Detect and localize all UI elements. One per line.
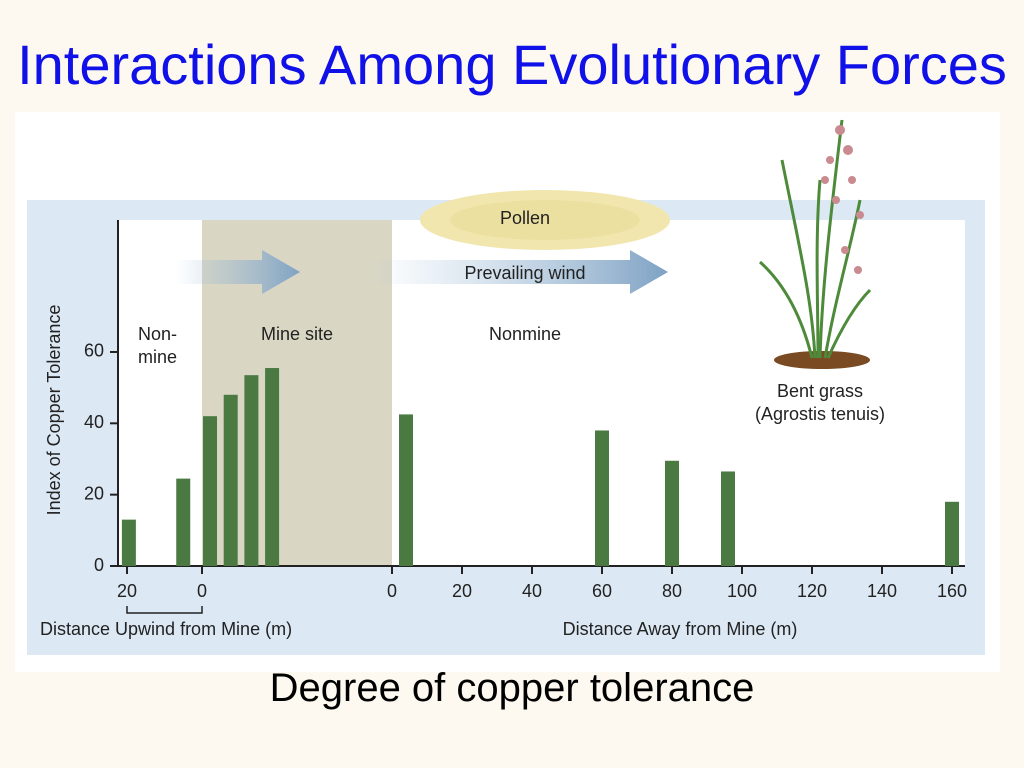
bar [595,430,609,566]
bar [244,375,259,566]
x-tick-label: 0 [387,581,397,601]
plant-label: Bent grass [777,381,863,401]
x-tick-label: 40 [522,581,542,601]
bar [265,368,280,566]
bar [945,501,959,566]
x-tick-label: 60 [592,581,612,601]
y-axis-label: Index of Copper Tolerance [44,305,64,516]
grass [758,119,872,359]
region-label: Mine site [261,324,333,344]
region-label: Non- [138,324,177,344]
x-tick-label: 120 [797,581,827,601]
x-tick-label: 160 [937,581,967,601]
wind-label: Prevailing wind [464,263,585,283]
pollen-core [450,200,640,240]
species-label: (Agrostis tenuis) [755,404,885,424]
x-axis-label: Distance Upwind from Mine (m) [40,619,292,639]
bar [721,471,735,566]
x-tick-label: 80 [662,581,682,601]
slide-title: Interactions Among Evolutionary Forces [17,33,1007,96]
bar [399,414,413,566]
y-tick-label: 20 [84,483,104,503]
y-tick-label: 0 [94,555,104,575]
bar [176,478,191,566]
pollen-label: Pollen [500,208,550,228]
x-tick-label: 140 [867,581,897,601]
region-label: mine [138,347,177,367]
grass-flowers [821,125,864,274]
y-tick-label: 40 [84,412,104,432]
bar [203,416,217,566]
x-tick-label: 20 [452,581,472,601]
soil [774,351,870,369]
wind-arrow [175,250,300,294]
upwind-bracket [126,606,203,614]
x-tick-label: 0 [197,581,207,601]
x-tick-label: 20 [117,581,137,601]
bar [223,394,238,566]
x-tick-label: 100 [727,581,757,601]
region-label: Nonmine [489,324,561,344]
bar [665,460,679,566]
bar [121,519,136,566]
wind-arrow [370,250,668,294]
x-axis-label: Distance Away from Mine (m) [563,619,798,639]
y-tick-label: 60 [84,341,104,361]
slide-caption: Degree of copper tolerance [269,666,755,710]
